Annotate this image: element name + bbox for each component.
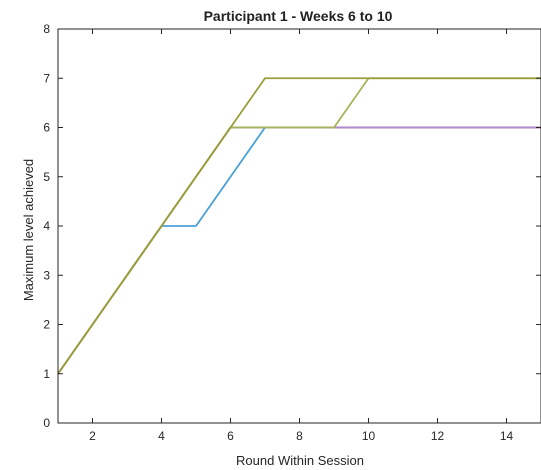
- y-tick-label-4: 4: [43, 219, 50, 233]
- x-tick-label-8: 8: [296, 429, 303, 443]
- y-tick-label-5: 5: [43, 170, 50, 184]
- y-tick-label-7: 7: [43, 71, 50, 85]
- y-axis-label: Maximum level achieved: [21, 159, 36, 301]
- series-line-5: [57, 77, 541, 375]
- series-layer: [57, 77, 541, 375]
- x-tick-label-4: 4: [158, 429, 165, 443]
- y-axis: 0 1 2 3 4 5 6 7 8: [43, 22, 541, 430]
- x-tick-label-6: 6: [227, 429, 234, 443]
- chart-title: Participant 1 - Weeks 6 to 10: [204, 8, 393, 24]
- x-axis: 2 4 6 8 10 12 14: [89, 29, 513, 443]
- x-tick-label-10: 10: [362, 429, 376, 443]
- y-tick-label-1: 1: [43, 367, 50, 381]
- y-tick-label-6: 6: [43, 121, 50, 135]
- x-tick-label-12: 12: [431, 429, 445, 443]
- plot-background: [58, 29, 541, 423]
- y-tick-label-3: 3: [43, 268, 50, 282]
- y-tick-label-2: 2: [43, 318, 50, 332]
- x-tick-label-2: 2: [89, 429, 96, 443]
- y-tick-label-0: 0: [43, 416, 50, 430]
- x-tick-label-14: 14: [500, 429, 514, 443]
- x-axis-label: Round Within Session: [236, 453, 364, 468]
- y-tick-label-8: 8: [43, 22, 50, 36]
